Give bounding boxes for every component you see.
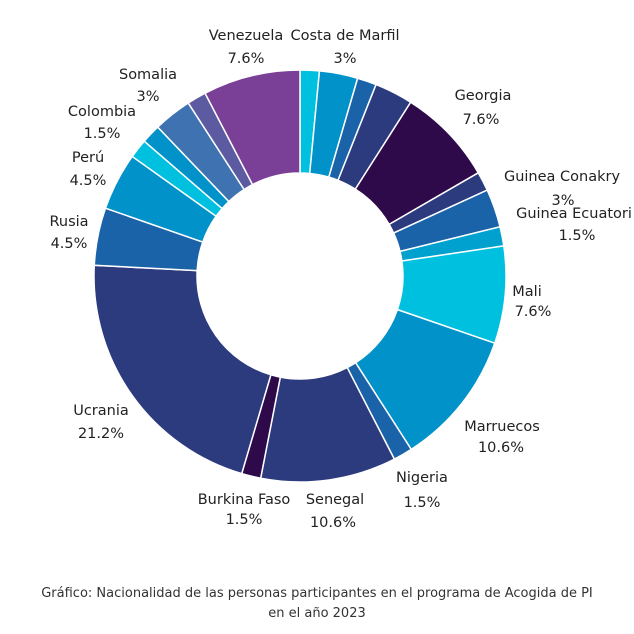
label-senegal-name: Senegal — [306, 492, 364, 508]
label-guinea-conakry-name: Guinea Conakry — [504, 169, 620, 185]
label-somalia-name: Somalia — [119, 67, 177, 83]
label-ucrania-value: 21.2% — [78, 426, 124, 442]
label-venezuela-name: Venezuela — [209, 28, 283, 44]
label-mali-value: 7.6% — [515, 304, 552, 320]
label-guinea-ecuatori-name: Guinea Ecuatori — [516, 206, 632, 222]
donut-slice-20 — [204, 69, 301, 186]
label-guinea-conakry-value: 3% — [551, 193, 574, 209]
label-peru-value: 4.5% — [70, 173, 107, 189]
donut-chart: Venezuela 7.6% Costa de Marfil 3% Somali… — [49, 28, 631, 531]
caption-line-1: Gráfico: Nacionalidad de las personas pa… — [41, 586, 593, 601]
donut-slices — [93, 69, 507, 483]
donut-slice-13 — [93, 264, 272, 475]
slice-labels: Venezuela 7.6% Costa de Marfil 3% Somali… — [49, 28, 631, 531]
label-burkina-faso-value: 1.5% — [226, 512, 263, 528]
label-colombia-value: 1.5% — [84, 126, 121, 142]
label-marruecos-value: 10.6% — [478, 440, 524, 456]
label-senegal-value: 10.6% — [310, 515, 356, 531]
label-somalia-value: 3% — [136, 89, 159, 105]
label-nigeria-name: Nigeria — [396, 470, 448, 486]
label-rusia-name: Rusia — [49, 214, 88, 230]
label-mali-name: Mali — [512, 284, 541, 300]
label-burkina-faso-name: Burkina Faso — [198, 492, 291, 508]
chart-caption: Gráfico: Nacionalidad de las personas pa… — [0, 584, 634, 624]
label-guinea-ecuatori-value: 1.5% — [559, 228, 596, 244]
label-georgia-value: 7.6% — [463, 112, 500, 128]
label-georgia-name: Georgia — [455, 88, 512, 104]
label-colombia-name: Colombia — [68, 104, 136, 120]
label-marruecos-name: Marruecos — [464, 419, 540, 435]
label-rusia-value: 4.5% — [51, 236, 88, 252]
caption-line-2: en el año 2023 — [268, 606, 366, 621]
label-venezuela-value: 7.6% — [228, 51, 265, 67]
label-nigeria-value: 1.5% — [404, 495, 441, 511]
label-costa-de-marfil-name: Costa de Marfil — [291, 28, 400, 44]
label-ucrania-name: Ucrania — [73, 403, 129, 419]
label-peru-name: Perú — [72, 150, 104, 166]
label-costa-de-marfil-value: 3% — [333, 51, 356, 67]
